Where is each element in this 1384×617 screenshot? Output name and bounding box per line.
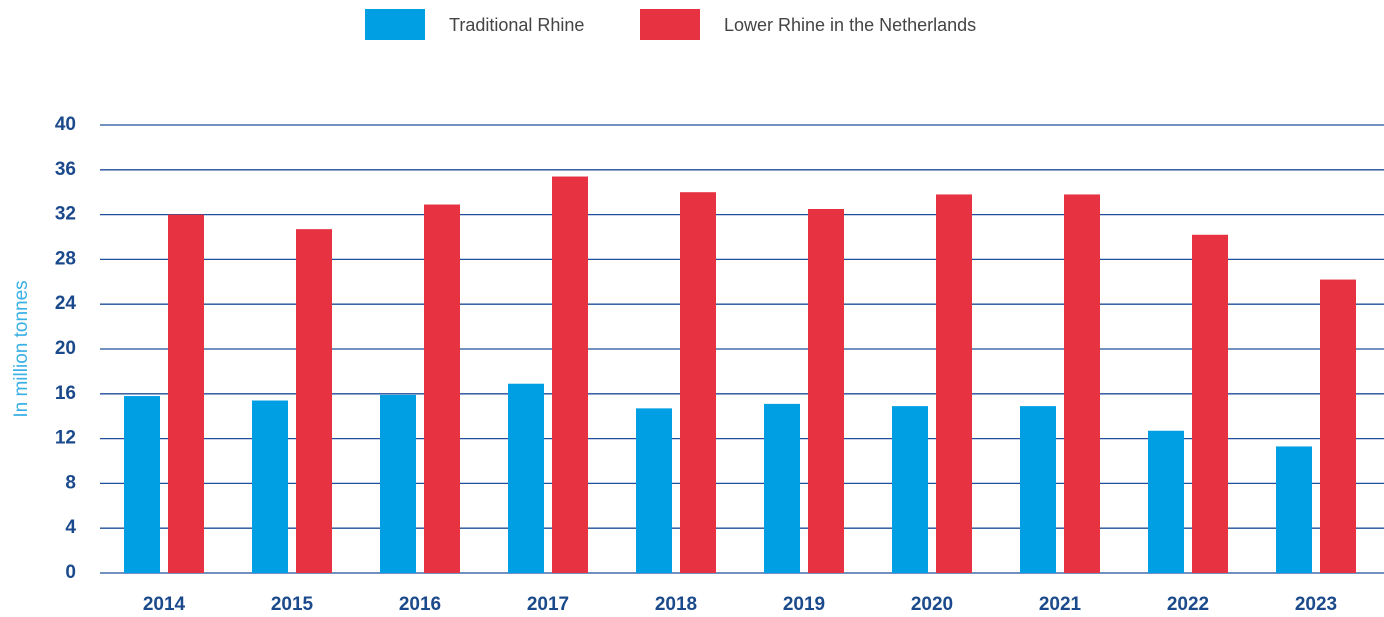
bar <box>380 394 416 573</box>
bar <box>508 383 544 573</box>
bar <box>552 176 588 573</box>
y-tick-label: 32 <box>55 204 76 225</box>
bar <box>1192 234 1228 573</box>
bar <box>680 192 716 573</box>
bar <box>124 396 160 573</box>
bar <box>1320 279 1356 573</box>
bar <box>892 406 928 573</box>
bar <box>296 229 332 573</box>
y-tick-label: 24 <box>55 293 77 314</box>
x-tick-label: 2019 <box>783 594 825 615</box>
legend-swatch <box>640 9 700 40</box>
x-tick-label: 2014 <box>143 594 186 615</box>
y-tick-label: 40 <box>55 114 76 135</box>
bar <box>1276 446 1312 573</box>
y-axis-label: In million tonnes <box>11 280 32 417</box>
bar <box>1020 406 1056 573</box>
x-tick-label: 2023 <box>1295 594 1337 615</box>
bar <box>1148 430 1184 573</box>
y-tick-label: 16 <box>55 383 76 404</box>
y-tick-label: 4 <box>65 517 76 538</box>
legend-swatch <box>365 9 425 40</box>
y-tick-label: 12 <box>55 428 76 449</box>
bar <box>252 400 288 573</box>
bar <box>808 209 844 573</box>
bar <box>168 214 204 573</box>
bar <box>636 408 672 573</box>
x-tick-label: 2021 <box>1039 594 1082 615</box>
bar <box>936 194 972 573</box>
y-tick-label: 0 <box>65 562 76 583</box>
y-tick-label: 28 <box>55 248 76 269</box>
x-tick-label: 2020 <box>911 594 953 615</box>
legend-label: Lower Rhine in the Netherlands <box>724 15 976 35</box>
x-tick-label: 2016 <box>399 594 441 615</box>
x-tick-label: 2022 <box>1167 594 1209 615</box>
y-tick-label: 8 <box>65 472 76 493</box>
legend-label: Traditional Rhine <box>449 15 584 35</box>
bar <box>424 204 460 573</box>
y-tick-label: 36 <box>55 159 76 180</box>
bar <box>764 403 800 573</box>
y-tick-label: 20 <box>55 338 76 359</box>
bar <box>1064 194 1100 573</box>
x-tick-label: 2017 <box>527 594 569 615</box>
x-tick-label: 2018 <box>655 594 697 615</box>
x-tick-label: 2015 <box>271 594 314 615</box>
